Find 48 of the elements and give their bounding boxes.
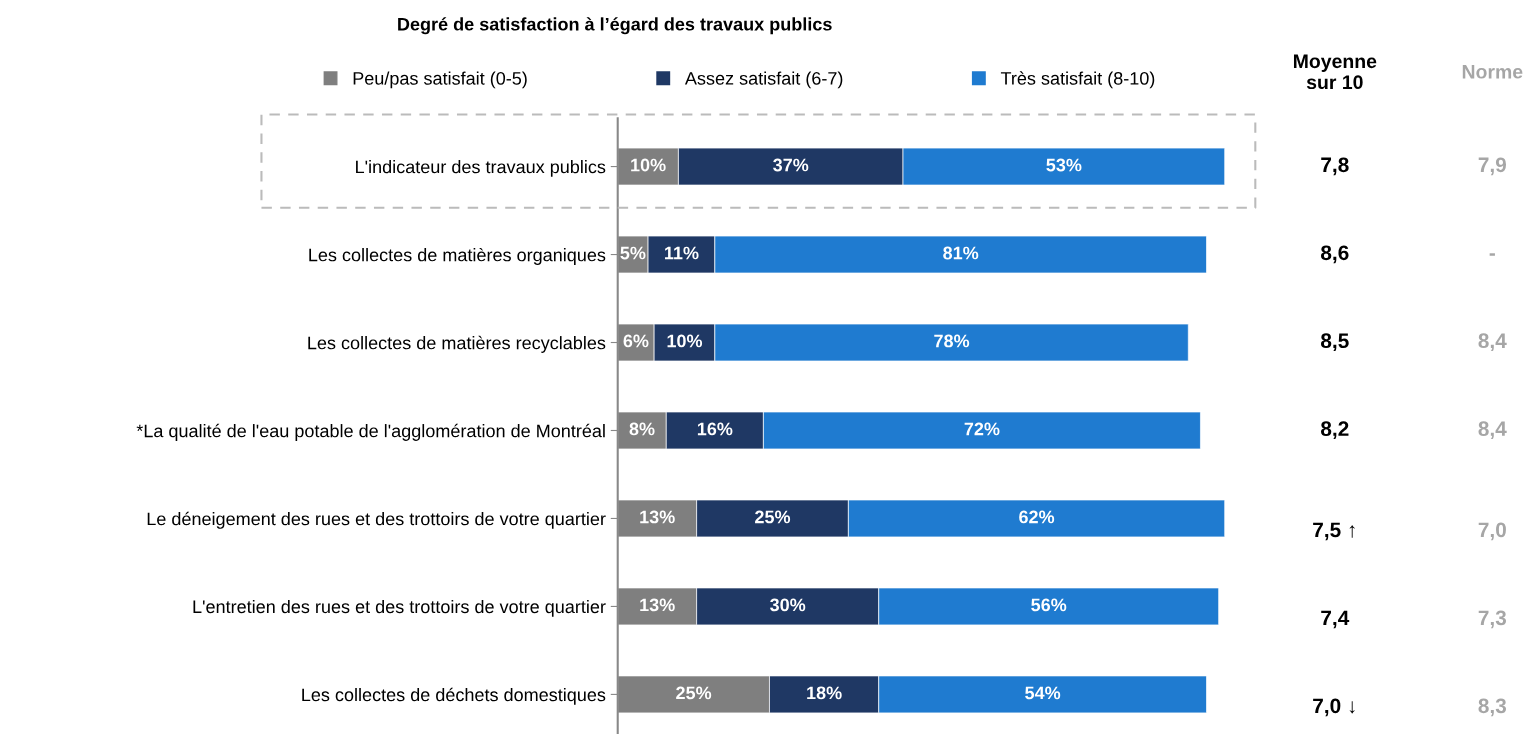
text: 8,6 [1321, 245, 1349, 264]
data-label: 72% [964, 422, 1000, 436]
data-label: 78% [934, 334, 970, 348]
data-label: 53% [1046, 158, 1082, 172]
data-label: 6% [623, 334, 649, 348]
text: Norme [1462, 65, 1523, 79]
text: 7,4 [1321, 610, 1350, 629]
text: Moyenne sur 10 [1293, 54, 1377, 90]
y-tick-label: Les collectes de déchets domestiques [302, 687, 606, 705]
legend-label: Très satisfait (8-10) [1000, 71, 1155, 89]
legend-label: Assez satisfait (6-7) [684, 71, 843, 89]
text: 7,5 ↑ [1313, 522, 1355, 541]
y-tick-label: L'entretien des rues et des trottoirs de votre quartier [193, 599, 606, 617]
text: - [1489, 253, 1495, 256]
chart-title: Degré de satisfaction à l’égard des travaux publics [398, 17, 832, 35]
data-label: 25% [755, 510, 791, 524]
data-label: 11% [665, 246, 699, 260]
data-label: 81% [943, 246, 979, 260]
text: 7,0 [1478, 522, 1506, 541]
data-label: 25% [676, 686, 712, 700]
data-label: 10% [631, 158, 666, 172]
data-label: 8% [629, 422, 655, 436]
y-tick-label: *La qualité de l'eau potable de l'agglomération de Montréal [136, 423, 605, 441]
text: 7,8 [1321, 157, 1349, 176]
text: 8,3 [1478, 698, 1507, 717]
y-tick-label: Les collectes de matières recyclables [308, 335, 606, 353]
text: 8,4 [1478, 333, 1507, 352]
data-label: 5% [620, 246, 646, 260]
y-tick-label: L'indicateur des travaux publics [356, 160, 606, 177]
data-label: 56% [1031, 598, 1067, 612]
text: 7,0 ↓ [1313, 698, 1355, 717]
text: 8,2 [1321, 421, 1349, 440]
text: 7,3 [1478, 610, 1507, 629]
data-label: 16% [697, 422, 733, 436]
data-label: 10% [667, 334, 703, 348]
data-label: 62% [1019, 510, 1055, 524]
text: 8,5 [1321, 333, 1349, 352]
y-tick-label: Le déneigement des rues et des trottoirs de votre quartier [147, 511, 606, 529]
data-label: 18% [807, 686, 842, 700]
legend-label: Peu/pas satisfait (0-5) [353, 71, 527, 89]
text: 7,9 [1478, 157, 1507, 176]
data-label: 54% [1025, 686, 1061, 700]
data-label: 30% [770, 598, 806, 612]
data-label: 37% [773, 158, 809, 172]
y-tick-label: Les collectes de matières organiques [309, 247, 606, 265]
data-label: 13% [640, 598, 675, 612]
data-label: 13% [640, 510, 675, 524]
text: 8,4 [1478, 421, 1507, 440]
